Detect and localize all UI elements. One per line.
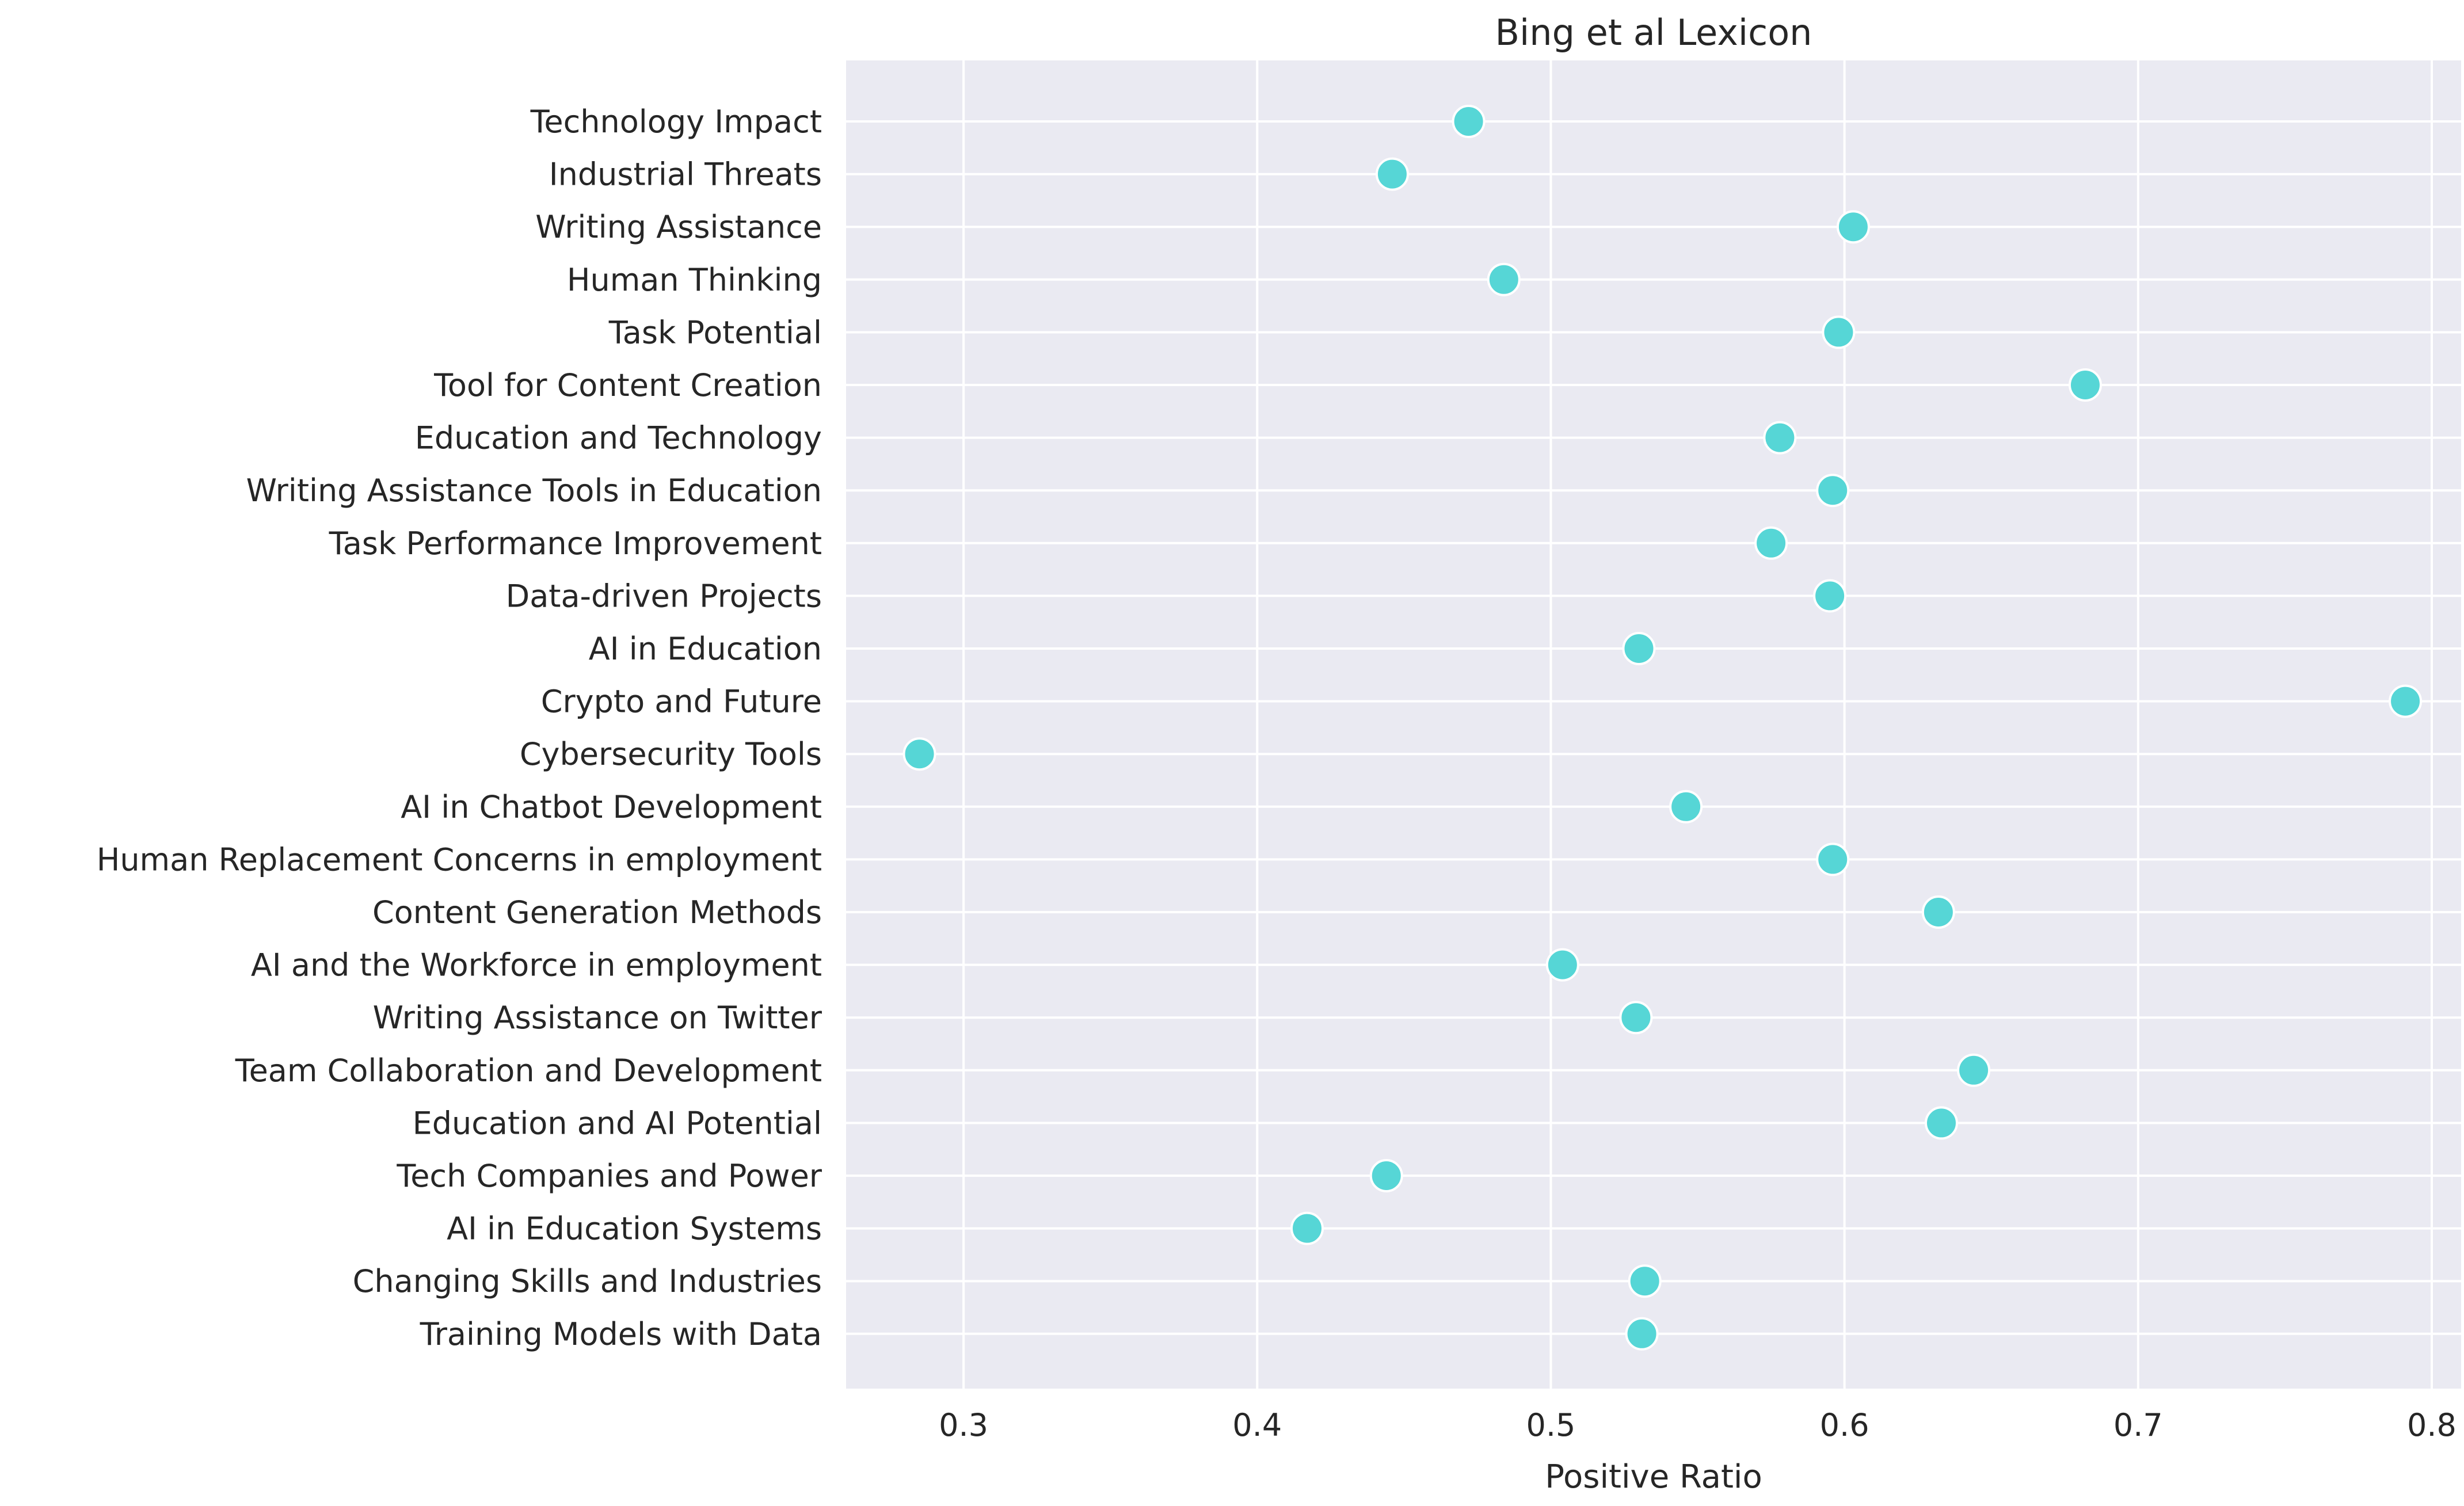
y-tick-label: Crypto and Future — [541, 684, 822, 720]
data-point — [1924, 1106, 1958, 1140]
grid-layer — [846, 60, 2461, 1389]
data-point — [1290, 1211, 1324, 1245]
data-point — [1625, 1317, 1659, 1351]
y-tick-label: Task Potential — [608, 314, 822, 350]
data-point — [1822, 315, 1856, 349]
data-point — [1816, 842, 1850, 876]
y-tick-label: Industrial Threats — [549, 157, 822, 193]
data-point — [1619, 1001, 1653, 1035]
y-tick-label: Tech Companies and Power — [396, 1158, 822, 1194]
y-tick-label: AI in Chatbot Development — [401, 789, 822, 825]
y-tick-label: Tool for Content Creation — [433, 367, 822, 403]
data-point — [1545, 948, 1579, 982]
x-tick-label: 0.8 — [2407, 1407, 2457, 1443]
data-point — [1487, 262, 1521, 296]
y-tick-label: Education and Technology — [415, 420, 822, 456]
data-point — [1669, 790, 1703, 823]
y-tick-label: Cybersecurity Tools — [520, 736, 822, 772]
y-tick-label: Task Performance Improvement — [329, 525, 822, 562]
y-tick-label: Writing Assistance — [535, 209, 822, 245]
data-point — [1836, 210, 1870, 244]
y-tick-label: Content Generation Methods — [372, 894, 822, 931]
y-tick-label: Technology Impact — [530, 104, 822, 140]
y-tick-label: Human Replacement Concerns in employment — [97, 841, 822, 878]
y-tick-label: Data-driven Projects — [506, 578, 822, 614]
x-tick-label: 0.6 — [1820, 1407, 1869, 1443]
y-tick-label: Writing Assistance on Twitter — [373, 1000, 822, 1036]
data-point — [1628, 1264, 1662, 1298]
y-tick-label: Human Thinking — [567, 262, 822, 298]
data-point — [1375, 157, 1409, 191]
y-tick-label: Team Collaboration and Development — [235, 1053, 822, 1089]
y-tick-label: Training Models with Data — [420, 1316, 822, 1352]
x-tick-label: 0.3 — [939, 1407, 988, 1443]
x-tick-label: 0.4 — [1232, 1407, 1282, 1443]
x-tick-label: 0.5 — [1526, 1407, 1575, 1443]
data-point — [1369, 1159, 1403, 1192]
y-tick-label: Changing Skills and Industries — [353, 1263, 822, 1299]
y-tick-label: AI in Education — [589, 631, 822, 667]
y-tick-label: AI in Education Systems — [447, 1211, 822, 1247]
x-tick-label: 0.7 — [2113, 1407, 2163, 1443]
marker-layer — [902, 105, 2423, 1351]
chart-title: Bing et al Lexicon — [1495, 12, 1812, 54]
data-point — [2068, 368, 2102, 402]
x-axis-label: Positive Ratio — [1545, 1458, 1762, 1496]
y-tick-label: Education and AI Potential — [413, 1105, 822, 1141]
data-point — [1452, 105, 1486, 138]
data-point — [1816, 474, 1850, 508]
y-tick-labels: Technology Impact Industrial Threats Writi… — [97, 104, 822, 1352]
y-tick-label: AI and the Workforce in employment — [251, 947, 822, 983]
data-point — [1921, 895, 1955, 929]
y-tick-label: Writing Assistance Tools in Education — [246, 472, 822, 509]
x-tick-labels: 0.3 0.4 0.5 0.6 0.7 0.8 — [939, 1407, 2457, 1443]
data-point — [1622, 632, 1656, 665]
data-point — [1754, 526, 1788, 560]
data-point — [2389, 684, 2423, 718]
data-point — [1813, 579, 1847, 613]
data-point — [1763, 421, 1797, 455]
data-point — [1957, 1053, 1991, 1087]
plot-background — [846, 60, 2461, 1389]
data-point — [902, 737, 936, 771]
